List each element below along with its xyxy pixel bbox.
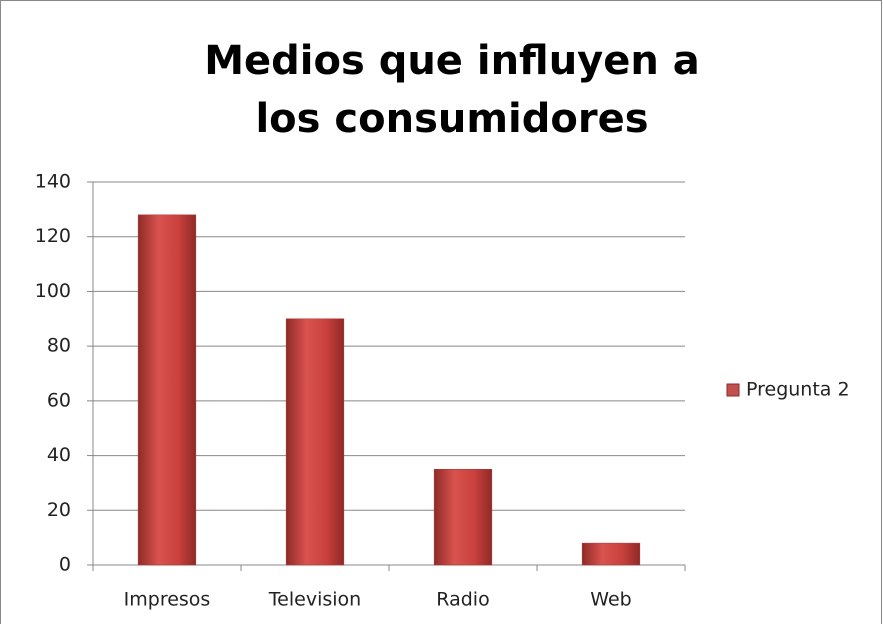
legend-label: Pregunta 2 — [746, 379, 850, 401]
y-tick-label: 60 — [47, 389, 71, 411]
y-tick-label: 0 — [59, 554, 71, 576]
x-tick-label: Web — [590, 589, 631, 611]
y-tick-label: 100 — [35, 280, 71, 302]
y-tick-label: 140 — [35, 171, 71, 193]
y-tick-label: 40 — [47, 444, 71, 466]
legend-swatch — [726, 383, 740, 397]
bar — [285, 318, 345, 566]
y-tick-label: 80 — [47, 335, 71, 357]
y-tick-label: 120 — [35, 225, 71, 247]
bar — [433, 469, 493, 566]
y-tick-label: 20 — [47, 499, 71, 521]
chart-title: Medios que influyen a los consumidores — [204, 38, 700, 142]
x-tick-label: Radio — [436, 589, 489, 611]
bar — [137, 214, 197, 566]
x-tick-label: Television — [268, 589, 361, 611]
bar — [581, 542, 641, 566]
x-tick-label: Impresos — [124, 589, 211, 611]
